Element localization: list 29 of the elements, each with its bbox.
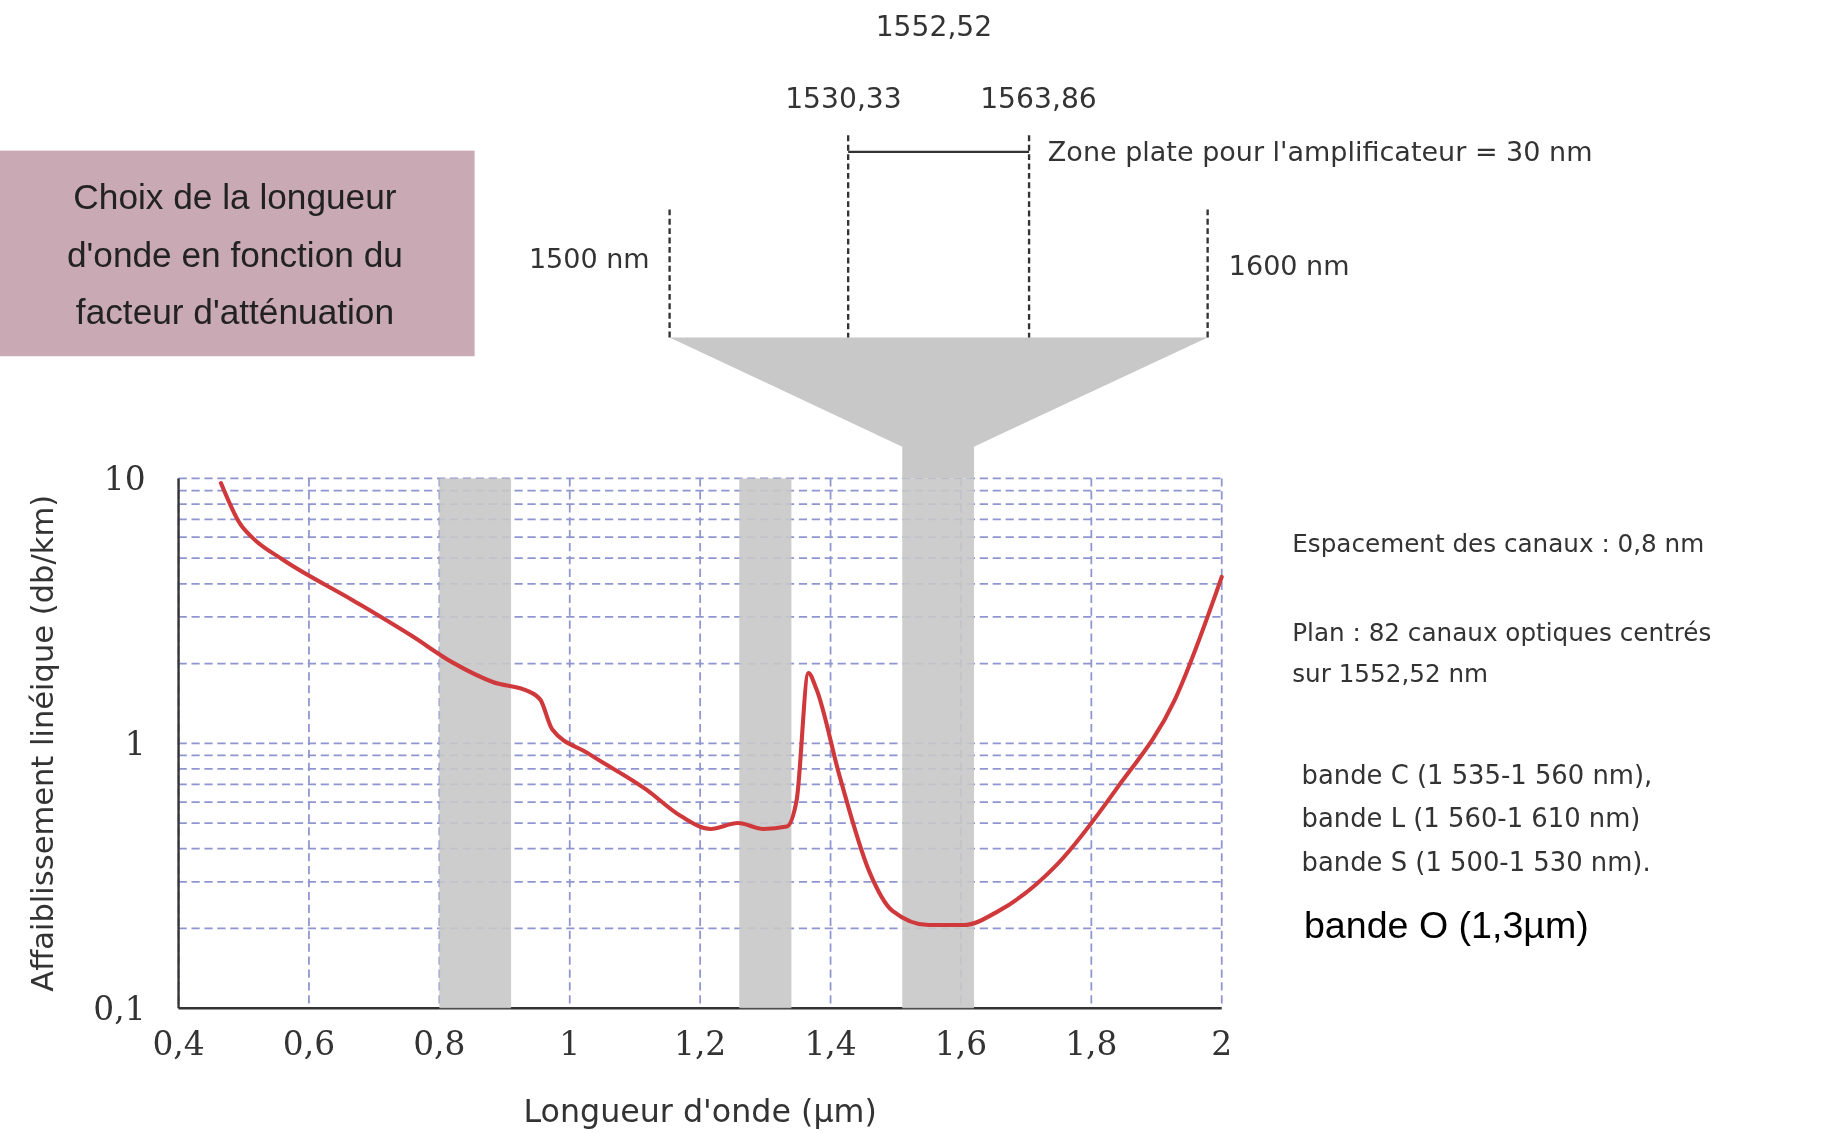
x-tick-label: 1,2	[674, 1024, 727, 1064]
text: bande S (1 500-1 530 nm).	[1301, 846, 1651, 877]
text: 1530,33	[785, 82, 902, 116]
y-tick-label: 1	[124, 723, 146, 763]
text: 1552,52	[875, 9, 993, 43]
chart-title: Choix de la longueur d'onde en fonction du facteur d'atténuation	[67, 177, 403, 332]
x-tick-label: 1,8	[1065, 1024, 1118, 1064]
y-tick-label: 10	[103, 458, 146, 498]
text: Zone plate pour l'amplificateur = 30 nm	[1047, 136, 1593, 168]
x-axis-title: Longueur d'onde (µm)	[523, 1093, 877, 1130]
x-tick-label: 1	[559, 1024, 581, 1064]
text: Plan : 82 canaux optiques centrés	[1292, 617, 1712, 647]
text: 1600 nm	[1228, 250, 1350, 282]
y-tick-label: 0,1	[93, 988, 146, 1028]
text: bande O (1,3µm)	[1303, 903, 1589, 946]
line-series	[218, 481, 1224, 928]
x-tick-label: 0,8	[413, 1024, 466, 1064]
x-tick-label: 1,4	[804, 1024, 857, 1064]
y-axis-title: Affaiblissement linéique (db/km)	[24, 494, 60, 992]
x-tick-label: 0,6	[282, 1024, 336, 1064]
text: Espacement des canaux : 0,8 nm	[1292, 529, 1705, 559]
text: 1500 nm	[528, 243, 650, 275]
text: bande C (1 535-1 560 nm),	[1301, 759, 1653, 790]
x-tick-label: 2	[1211, 1024, 1233, 1064]
text: 1563,86	[980, 82, 1097, 116]
x-tick-label: 1,6	[934, 1024, 988, 1064]
text: bande L (1 560-1 610 nm)	[1301, 803, 1641, 834]
x-tick-label: 0,4	[152, 1024, 205, 1064]
text: sur 1552,52 nm	[1292, 658, 1489, 688]
